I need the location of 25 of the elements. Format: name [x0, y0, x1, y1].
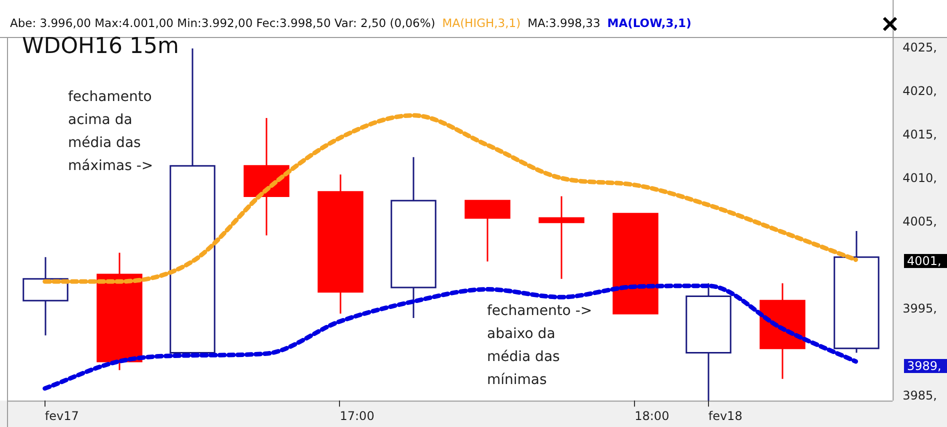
- annotation: 3989,: [904, 359, 947, 373]
- y-tick-label: 4015,: [902, 128, 938, 142]
- candlestick: [318, 174, 364, 314]
- line-series: [42, 284, 858, 391]
- x-tick-label: fev18: [708, 408, 742, 423]
- y-tick-label: 4020,: [902, 84, 938, 98]
- line-series: [42, 113, 858, 284]
- text: MA(HIGH,3,1): [442, 16, 521, 30]
- y-tick-label: 4025,: [902, 40, 938, 55]
- chart-title: WDOH16 15m: [22, 34, 179, 59]
- annotation: 4001,: [904, 254, 947, 268]
- x-tick-label: fev17: [44, 408, 79, 423]
- text: Abe: 3.996,00 Max:4.001,00 Min:3.992,00 Fec:3.998,50 Var: 2,50 (0,06%): [10, 16, 436, 30]
- annotation: fechamento -> abaixo da média das mínimas: [487, 302, 594, 390]
- y-tick-label: 3985,: [902, 388, 938, 402]
- y-tick-label: 4005,: [902, 214, 938, 228]
- annotation: fechamento acima da média das máximas ->: [68, 88, 154, 176]
- x-tick-label: 18:00: [634, 408, 670, 423]
- candlestick: [834, 230, 880, 354]
- y-tick-label: 3995,: [902, 301, 938, 316]
- text: MA:3.998,33: [528, 16, 600, 30]
- y-tick-label: 4010,: [902, 170, 938, 185]
- candlestick: [390, 156, 436, 319]
- x-tick-label: 17:00: [340, 408, 374, 423]
- text: MA(LOW,3,1): [607, 16, 692, 30]
